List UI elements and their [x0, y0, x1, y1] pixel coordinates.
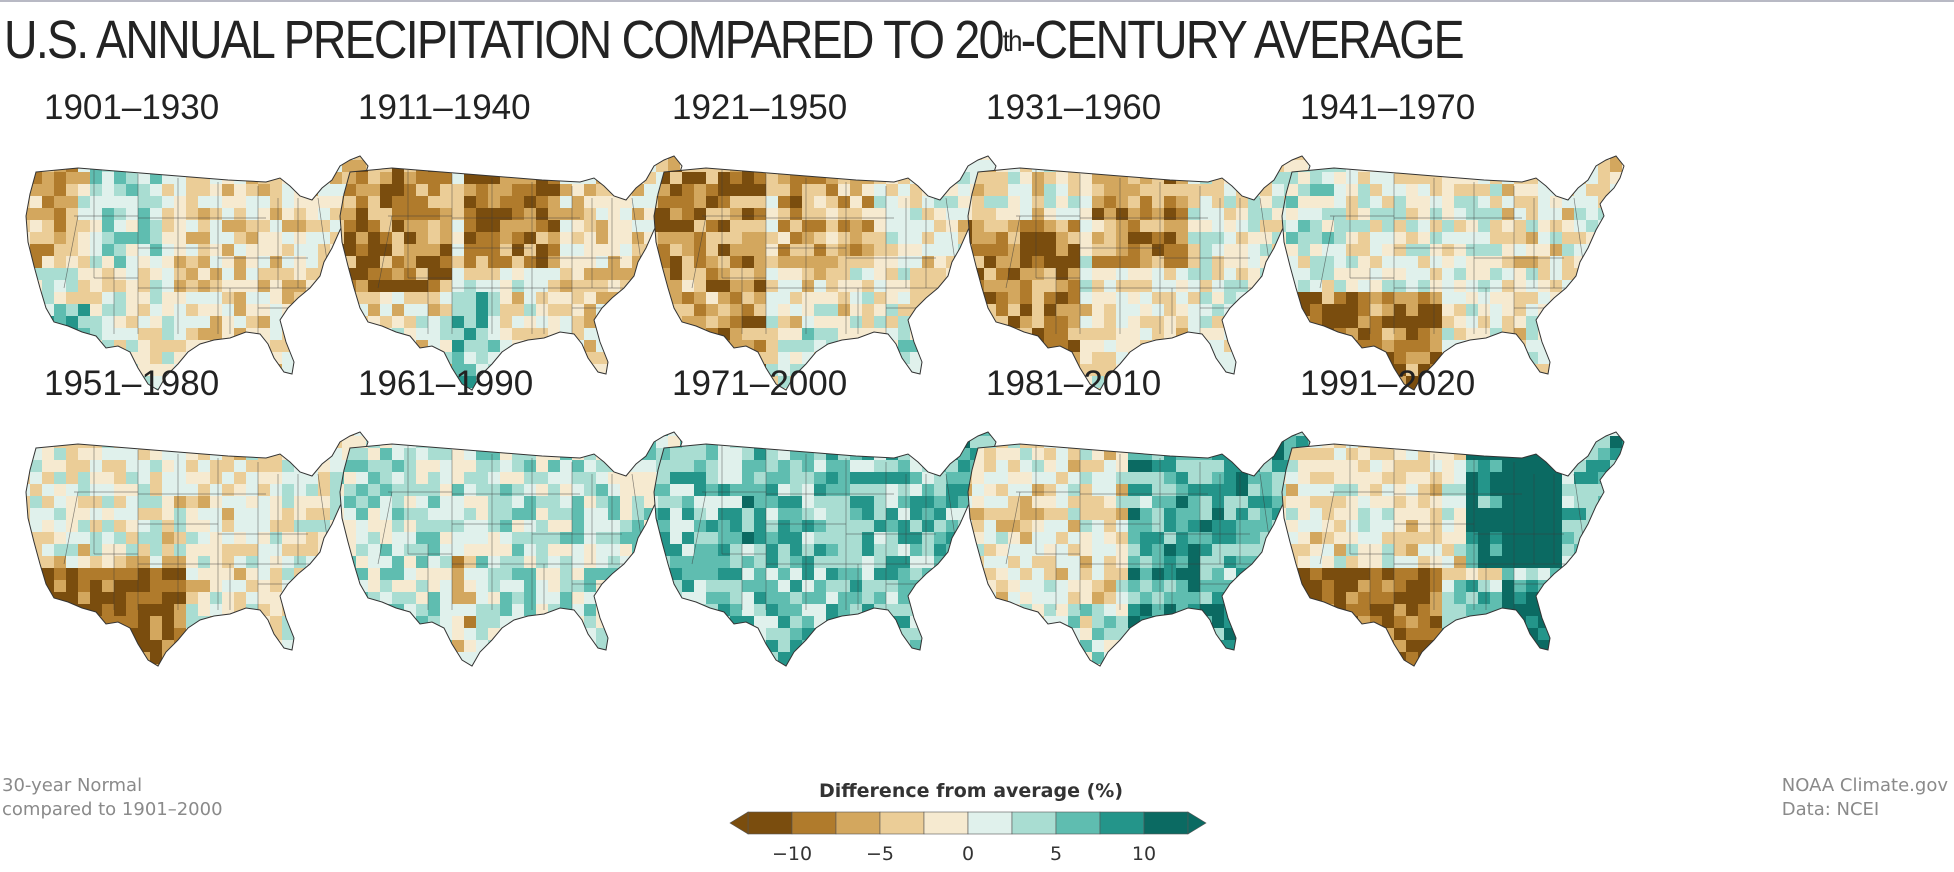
period-label: 1921–1950: [672, 88, 848, 127]
map-panel-1961–1990: 1961–1990: [332, 364, 712, 684]
period-label: 1911–1940: [358, 88, 531, 127]
legend-arrow-low: [729, 811, 749, 835]
normal-note-line2: compared to 1901–2000: [2, 799, 223, 820]
map-panel-1951–1980: 1951–1980: [18, 364, 398, 684]
legend-tick-label: −5: [866, 843, 894, 865]
legend-title: Difference from average (%): [819, 780, 1123, 802]
map-panel-1931–1960: 1931–1960: [960, 88, 1340, 408]
normal-note-line1: 30-year Normal: [2, 775, 143, 796]
period-label: 1981–2010: [986, 364, 1162, 403]
us-outline: [967, 155, 1311, 391]
legend-swatch-3: [879, 811, 925, 835]
period-label: 1991–2020: [1300, 364, 1476, 403]
us-outline: [653, 431, 997, 667]
legend-swatch-9: [1143, 811, 1189, 835]
legend-scale: −10 −5 0 5 10: [729, 811, 1207, 865]
period-label: 1951–1980: [44, 364, 220, 403]
us-outline: [1281, 155, 1625, 391]
legend-swatch-5: [967, 811, 1013, 835]
legend-tick-label: 0: [962, 843, 974, 865]
period-label: 1931–1960: [986, 88, 1162, 127]
legend-tick-label: 10: [1132, 843, 1156, 865]
us-outline: [653, 155, 997, 391]
us-outline: [1281, 431, 1625, 667]
us-precipitation-map: [25, 431, 369, 667]
period-label: 1961–1990: [358, 364, 534, 403]
top-rule: [0, 0, 1954, 2]
legend-swatch-1: [791, 811, 837, 835]
legend-swatch-2: [835, 811, 881, 835]
legend-tick-label: 5: [1050, 843, 1062, 865]
us-outline: [339, 431, 683, 667]
normal-note: 30-year Normal compared to 1901–2000: [2, 774, 223, 822]
map-panel-1941–1970: 1941–1970: [1274, 88, 1654, 408]
legend-swatch-8: [1099, 811, 1145, 835]
legend-swatch-0: [747, 811, 793, 835]
map-panel-1991–2020: 1991–2020: [1274, 364, 1654, 684]
us-outline: [339, 155, 683, 391]
us-precipitation-map: [967, 431, 1311, 667]
source-credit: NOAA Climate.gov Data: NCEI: [1782, 774, 1948, 822]
legend-swatch-4: [923, 811, 969, 835]
map-panel-1901–1930: 1901–1930: [18, 88, 398, 408]
us-precipitation-map: [1281, 155, 1625, 391]
us-precipitation-map: [967, 155, 1311, 391]
us-outline: [967, 431, 1311, 667]
us-precipitation-map: [1281, 431, 1625, 667]
legend-arrow-high: [1187, 811, 1207, 835]
color-legend: Difference from average (%) −10 −5 0 5 10: [728, 776, 1214, 872]
legend-swatch-6: [1011, 811, 1057, 835]
map-panel-1981–2010: 1981–2010: [960, 364, 1340, 684]
credit-line1: NOAA Climate.gov: [1781, 775, 1948, 796]
period-label: 1971–2000: [672, 364, 848, 403]
us-outline: [25, 155, 369, 391]
map-panel-1911–1940: 1911–1940: [332, 88, 712, 408]
us-precipitation-map: [25, 155, 369, 391]
us-precipitation-map: [339, 155, 683, 391]
period-label: 1901–1930: [44, 88, 220, 127]
page-title: U.S. ANNUAL PRECIPITATION COMPARED TO 20…: [4, 10, 1465, 70]
us-precipitation-map: [339, 431, 683, 667]
legend-tick-label: −10: [772, 843, 812, 865]
period-label: 1941–1970: [1300, 88, 1476, 127]
us-outline: [25, 431, 369, 667]
legend-swatch-7: [1055, 811, 1101, 835]
anomaly-field: [26, 156, 368, 390]
credit-line2: Data: NCEI: [1781, 799, 1880, 820]
